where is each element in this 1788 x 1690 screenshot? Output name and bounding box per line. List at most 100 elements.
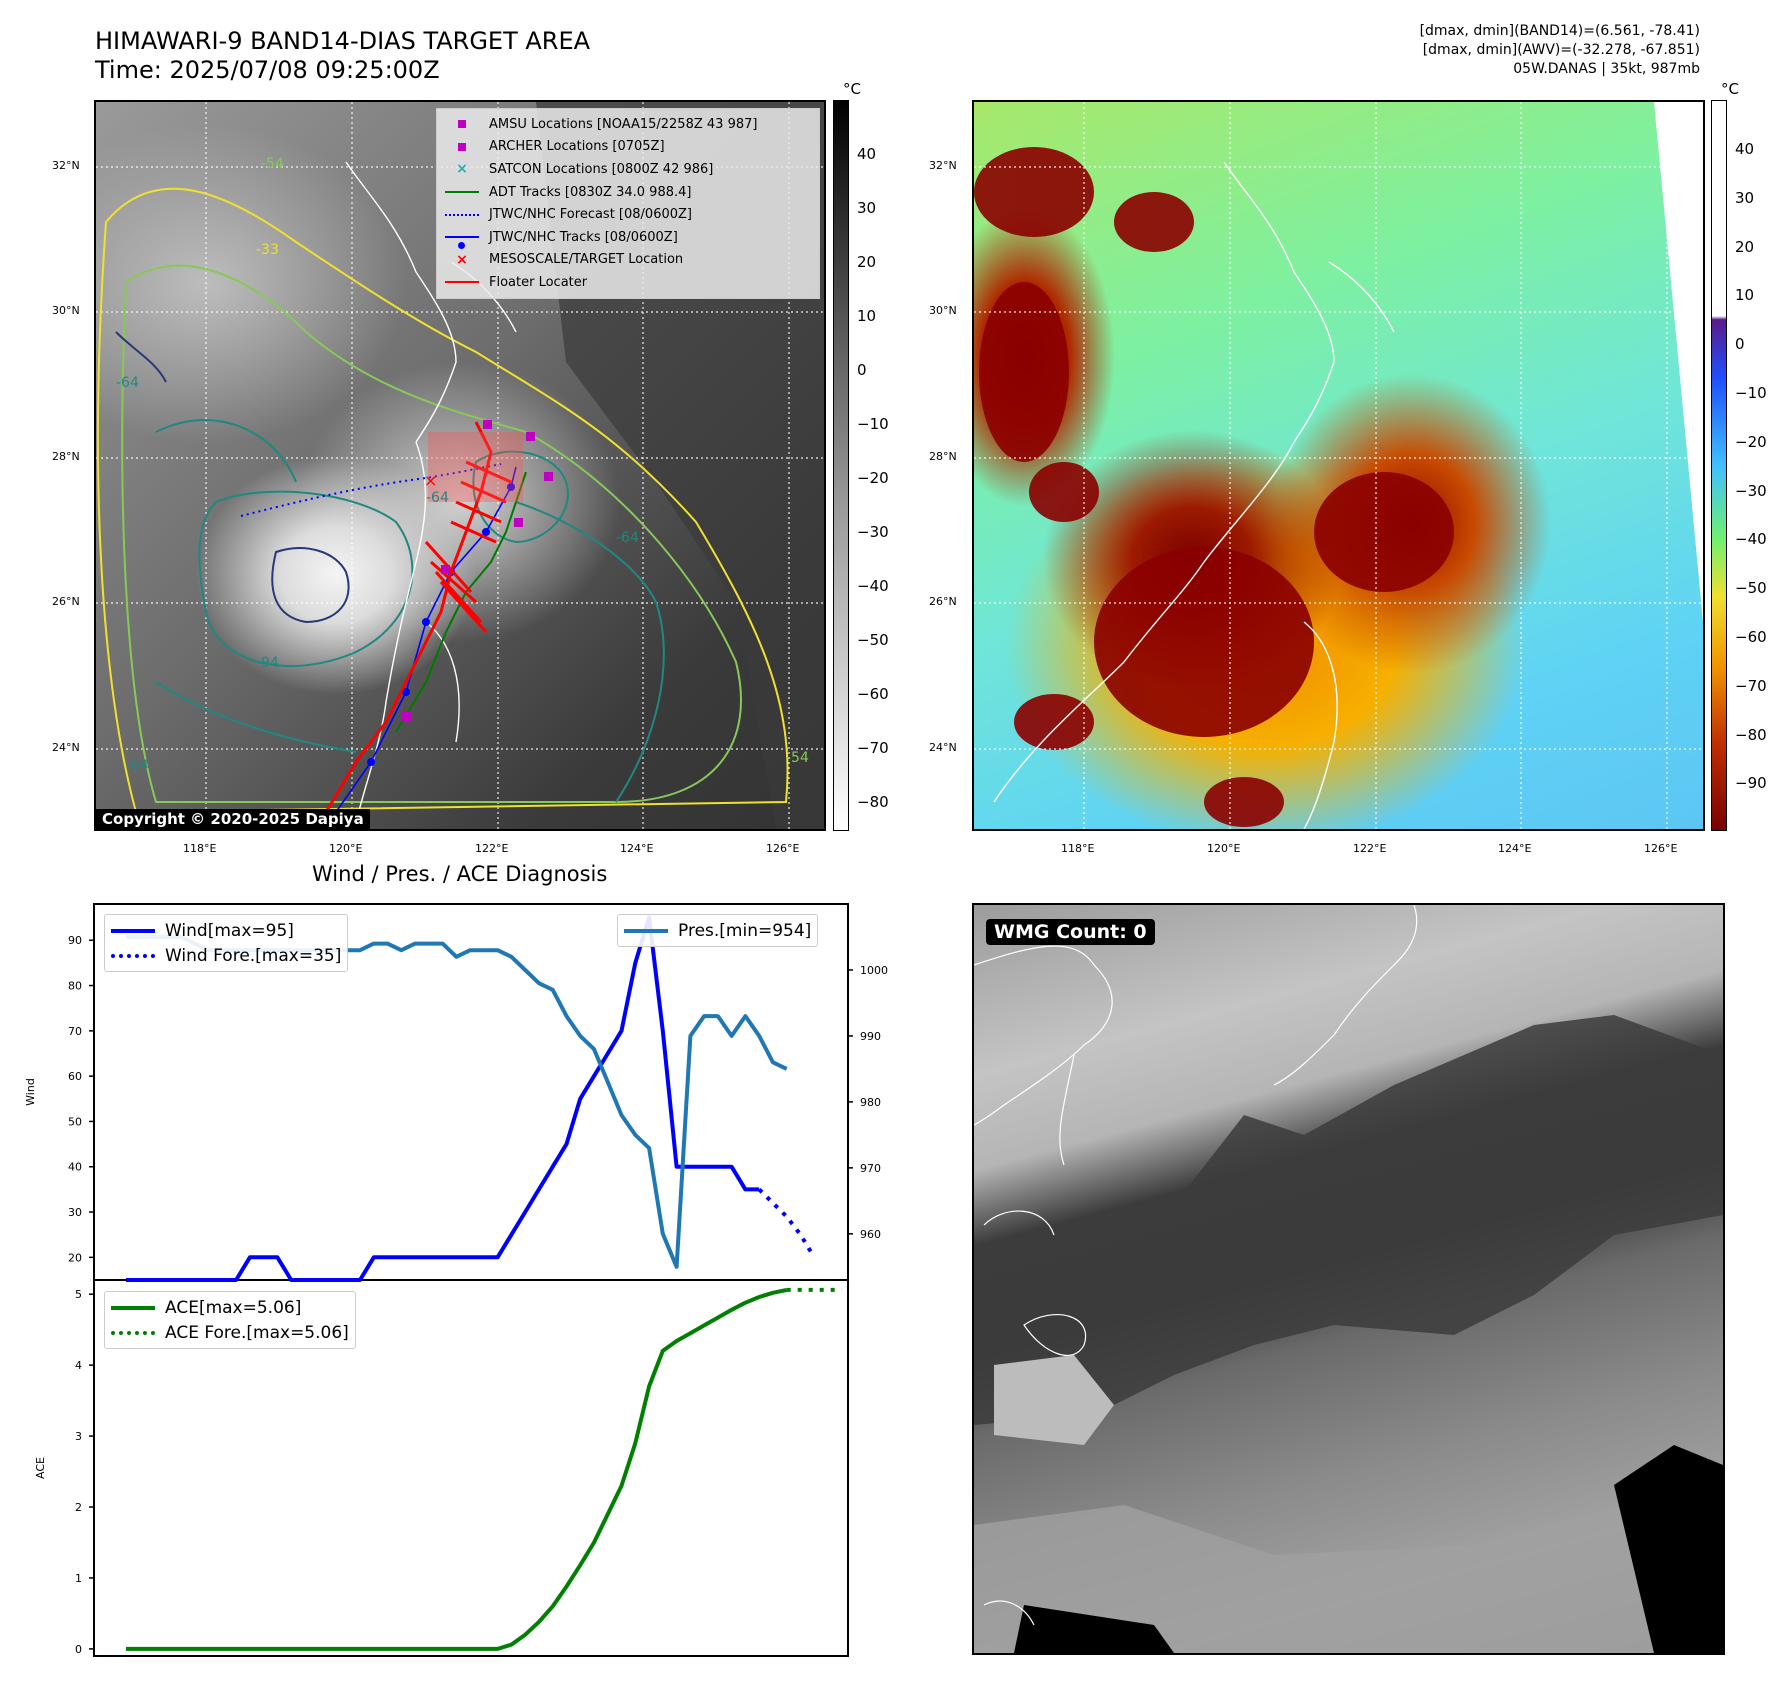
legend-archer: ARCHER Locations [0705Z] xyxy=(443,136,813,159)
wind-ytick-label: 20 xyxy=(68,1251,82,1264)
awv-map-overlay xyxy=(974,102,1703,829)
awv-colorbar-tick: −90 xyxy=(1735,774,1767,793)
awv-colorbar-tick: 30 xyxy=(1735,188,1755,207)
dotted-line-icon xyxy=(111,1330,155,1335)
legend-mesoscale: × MESOSCALE/TARGET Location xyxy=(443,249,813,272)
mesoscale-target-box xyxy=(428,432,523,502)
ace-series-line xyxy=(126,1287,788,1651)
chart-title: Wind / Pres. / ACE Diagnosis xyxy=(312,862,608,886)
ace-ytick-label: 1 xyxy=(75,1572,82,1585)
copyright-label: Copyright © 2020-2025 Dapiya xyxy=(96,809,370,829)
ir-colorbar-tick: 20 xyxy=(857,253,877,271)
awv-lon-label: 118°E xyxy=(1061,842,1095,855)
ir-lat-label: 26°N xyxy=(52,595,80,608)
pressure-legend: Pres.[min=954] xyxy=(617,914,819,947)
svg-text:-64: -64 xyxy=(126,758,149,774)
wind-ytick-label: 60 xyxy=(68,1070,82,1083)
awv-colorbar xyxy=(1711,100,1727,831)
ir-lon-label: 122°E xyxy=(475,842,509,855)
awv-lon-label: 120°E xyxy=(1207,842,1241,855)
awv-lat-label: 24°N xyxy=(929,741,957,754)
awv-colorbar-tick: 10 xyxy=(1735,286,1755,305)
svg-text:×: × xyxy=(424,471,437,490)
jtwc-track-points xyxy=(367,483,515,766)
wind-series-line xyxy=(126,915,760,1282)
solid-line-icon xyxy=(111,928,155,933)
ace-ytick-label: 0 xyxy=(75,1643,82,1656)
ir-lon-label: 118°E xyxy=(183,842,217,855)
awv-lat-label: 32°N xyxy=(929,159,957,172)
ir-contours xyxy=(96,187,789,814)
diagnosis-chart: 20 30 40 50 60 70 80 90 960 970 980 990 1000 0 1 2 3 4 5 Wi… xyxy=(24,903,888,1657)
target-x-markers: × xyxy=(424,471,437,490)
ace-axis-label: ACE xyxy=(34,1457,47,1479)
ir-colorbar-tick: −60 xyxy=(857,685,889,703)
wmg-panel: WMG Count: 0 xyxy=(972,903,1725,1655)
ir-legend: AMSU Locations [NOAA15/2258Z 43 987] ARC… xyxy=(436,108,820,299)
awv-lat-label: 30°N xyxy=(929,304,957,317)
awv-colorbar-unit: °C xyxy=(1721,80,1739,98)
ace-ytick-label: 5 xyxy=(75,1288,82,1301)
ir-lat-label: 24°N xyxy=(52,741,80,754)
awv-graticule xyxy=(974,102,1703,829)
awv-lat-label: 26°N xyxy=(929,595,957,608)
amsu-archer-markers xyxy=(402,420,553,721)
svg-text:-64: -64 xyxy=(426,490,449,506)
awv-colorbar-tick: −20 xyxy=(1735,432,1767,451)
stats-awv: [dmax, dmin](AWV)=(-32.278, -67.851) xyxy=(1422,42,1700,58)
x-marker-icon: × xyxy=(456,251,468,268)
wind-ytick-label: 40 xyxy=(68,1161,82,1174)
awv-missing-data xyxy=(1654,102,1703,622)
ir-colorbar-tick: 40 xyxy=(857,145,877,163)
pressure-ytick-label: 970 xyxy=(860,1162,881,1175)
wind-axis-label: Wind xyxy=(24,1078,37,1106)
wind-ytick-label: 90 xyxy=(68,934,82,947)
awv-colorbar-tick: 40 xyxy=(1735,140,1755,158)
ir-lon-label: 120°E xyxy=(329,842,363,855)
wmg-overlay xyxy=(974,905,1723,1653)
awv-colorbar-tick: 0 xyxy=(1735,335,1745,354)
stats-storm: 05W.DANAS | 35kt, 987mb xyxy=(1513,61,1700,77)
figure-title-line2: Time: 2025/07/08 09:25:00Z xyxy=(95,56,440,84)
ir-colorbar-tick: 0 xyxy=(857,361,867,379)
svg-text:-54: -54 xyxy=(261,156,284,172)
wind-forecast-series-line xyxy=(757,1187,816,1259)
ir-colorbar-tick: −30 xyxy=(857,523,889,541)
legend-amsu: AMSU Locations [NOAA15/2258Z 43 987] xyxy=(443,113,813,136)
ir-lat-label: 28°N xyxy=(52,450,80,463)
ace-legend: ACE[max=5.06] ACE Fore.[max=5.06] xyxy=(104,1291,356,1349)
legend-satcon: × SATCON Locations [0800Z 42 986] xyxy=(443,158,813,181)
awv-colorbar-tick: −30 xyxy=(1735,481,1767,500)
pressure-ytick-label: 960 xyxy=(860,1228,881,1241)
pressure-ytick-label: 1000 xyxy=(860,964,888,977)
ir-colorbar-unit: °C xyxy=(843,80,861,98)
solid-line-icon xyxy=(111,1305,155,1310)
ir-colorbar-tick: −40 xyxy=(857,577,889,595)
line-icon xyxy=(445,281,479,284)
legend-floater: Floater Locater xyxy=(443,271,813,294)
ir-map-panel: × -54 -33 -64 -64 -94 -54 -64 -64 AMSU L… xyxy=(94,100,826,831)
wind-legend: Wind[max=95] Wind Fore.[max=35] xyxy=(104,914,349,972)
wind-ytick-label: 50 xyxy=(68,1115,82,1128)
wmg-count-badge: WMG Count: 0 xyxy=(986,919,1155,945)
square-marker-icon xyxy=(458,120,466,129)
ir-colorbar-tick: −20 xyxy=(857,469,889,487)
legend-adt: ADT Tracks [0830Z 34.0 988.4] xyxy=(443,181,813,204)
dotted-line-icon xyxy=(445,213,479,216)
awv-colorbar-tick: −70 xyxy=(1735,676,1767,695)
awv-lat-label: 28°N xyxy=(929,450,957,463)
pressure-series-line xyxy=(126,935,788,1269)
ir-lon-label: 126°E xyxy=(766,842,800,855)
awv-coastline xyxy=(993,161,1395,829)
awv-colorbar-tick: −60 xyxy=(1735,628,1767,646)
ir-lon-label: 124°E xyxy=(620,842,654,855)
ir-contour-labels: -54 -33 -64 -64 -94 -54 -64 -64 xyxy=(116,156,809,774)
svg-text:-33: -33 xyxy=(256,242,279,258)
legend-jtwc-forecast: JTWC/NHC Forecast [08/0600Z] xyxy=(443,203,813,226)
jtwc-track xyxy=(335,466,517,813)
line-dot-icon xyxy=(445,236,479,239)
pressure-ytick-label: 980 xyxy=(860,1096,881,1109)
wind-ytick-label: 30 xyxy=(68,1206,82,1219)
adt-track xyxy=(395,471,527,733)
svg-text:-64: -64 xyxy=(616,530,639,546)
